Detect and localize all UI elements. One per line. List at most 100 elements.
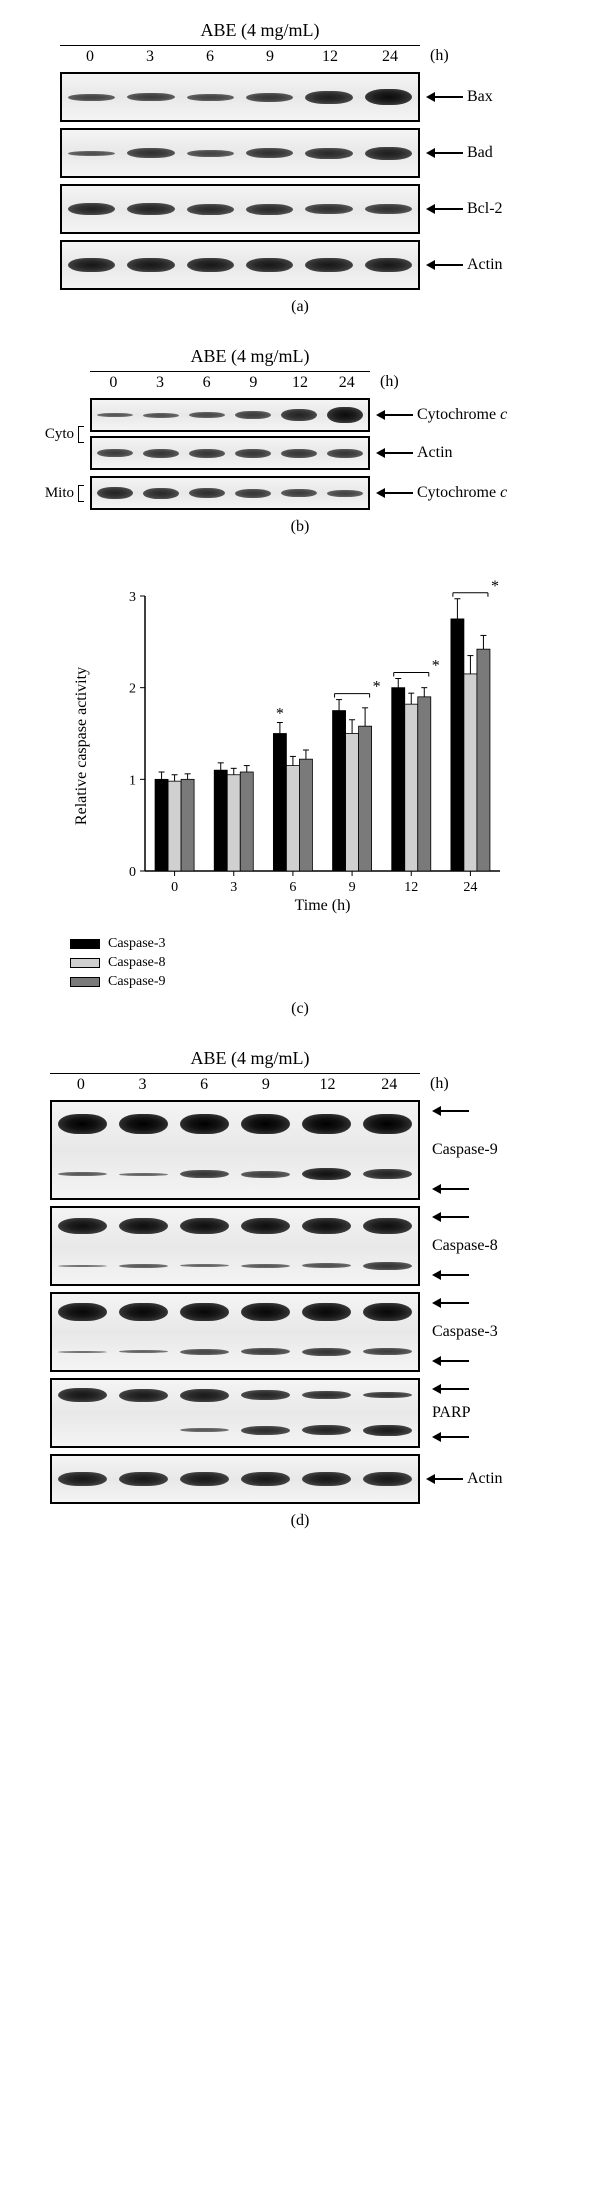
blot-group: Cyto Cytochrome c Actin (10, 398, 590, 470)
lane-timepoint: 12 (300, 46, 360, 66)
panel-c: 012303691224****Time (h)Relative caspase… (10, 566, 590, 1018)
blot-row: Caspase-9 (10, 1100, 590, 1200)
fraction-label: Cyto (45, 426, 74, 443)
arrow-pointer: Bcl-2 (426, 200, 503, 218)
blot-label: Bcl-2 (467, 200, 503, 218)
legend-label: Caspase-3 (108, 936, 166, 952)
lane-timepoint: 0 (60, 46, 120, 66)
lane-timepoint: 6 (173, 1074, 235, 1094)
panel-d: ABE (4 mg/mL)03691224(h)Caspase-9Caspase… (10, 1048, 590, 1530)
panel-b: ABE (4 mg/mL)03691224(h)CytoCytochrome c… (10, 346, 590, 536)
lane-header: 03691224(h) (60, 45, 590, 66)
blot-row: Caspase-3 (10, 1292, 590, 1372)
arrow-pointer: Bax (426, 88, 493, 106)
legend-label: Caspase-8 (108, 955, 166, 971)
lane-timepoint: 6 (183, 372, 230, 392)
legend-label: Caspase-9 (108, 974, 166, 990)
lane-timepoint: 24 (360, 46, 420, 66)
blot-label: Caspase-8 (432, 1237, 498, 1255)
lane-timepoint: 24 (358, 1074, 420, 1094)
arrow-pointer: Actin (426, 256, 503, 274)
lane-timepoint: 6 (180, 46, 240, 66)
blot-box (50, 1100, 420, 1200)
arrow-pointer (432, 1432, 469, 1442)
svg-text:24: 24 (463, 880, 477, 895)
lane-header: 03691224(h) (90, 371, 590, 392)
time-unit: (h) (430, 1075, 449, 1093)
blot-row: Bax (10, 72, 590, 122)
blot-row: Cytochrome c (90, 398, 507, 432)
arrow-pointer: Cytochrome c (376, 406, 507, 424)
arrow-pointer: Actin (376, 444, 453, 462)
blot-label: Actin (467, 256, 503, 274)
arrow-pointer (432, 1106, 469, 1116)
arrow-pointer: Actin (426, 1470, 503, 1488)
svg-text:*: * (432, 658, 440, 675)
blot-box (60, 240, 420, 290)
arrow-pointer (432, 1298, 469, 1308)
treatment-title: ABE (4 mg/mL) (0, 20, 590, 41)
fraction-label: Mito (45, 485, 74, 502)
blot-label: Bad (467, 144, 493, 162)
svg-text:*: * (276, 706, 284, 723)
arrow-pointer (432, 1270, 469, 1280)
lane-timepoint: 12 (277, 372, 324, 392)
time-unit: (h) (380, 373, 399, 391)
blot-label: Bax (467, 88, 493, 106)
lane-timepoint: 24 (323, 372, 370, 392)
lane-timepoint: 0 (90, 372, 137, 392)
svg-text:9: 9 (349, 880, 356, 895)
blot-box (50, 1378, 420, 1448)
legend-item: Caspase-9 (70, 974, 590, 990)
svg-text:*: * (491, 578, 499, 595)
blot-box (50, 1292, 420, 1372)
svg-text:12: 12 (404, 880, 418, 895)
svg-text:Time (h): Time (h) (295, 897, 351, 914)
svg-text:0: 0 (129, 865, 136, 880)
svg-text:2: 2 (129, 682, 136, 697)
blot-row: Caspase-8 (10, 1206, 590, 1286)
blot-label: Cytochrome c (417, 484, 507, 502)
lane-timepoint: 3 (120, 46, 180, 66)
blot-box (60, 184, 420, 234)
blot-label: Actin (417, 444, 453, 462)
arrow-pointer (432, 1356, 469, 1366)
blot-label: Caspase-3 (432, 1323, 498, 1341)
blot-box (90, 476, 370, 510)
blot-row: Actin (10, 1454, 590, 1504)
svg-text:0: 0 (171, 880, 178, 895)
panel-label: (d) (10, 1512, 590, 1530)
svg-text:6: 6 (289, 880, 296, 895)
arrow-pointer: Cytochrome c (376, 484, 507, 502)
blot-box (60, 128, 420, 178)
treatment-title: ABE (4 mg/mL) (0, 346, 590, 367)
panel-label: (b) (10, 518, 590, 536)
blot-label: Cytochrome c (417, 406, 507, 424)
legend-swatch (70, 958, 100, 968)
blot-label: Actin (467, 1470, 503, 1488)
lane-timepoint: 3 (112, 1074, 174, 1094)
blot-box (90, 398, 370, 432)
blot-row: Bcl-2 (10, 184, 590, 234)
legend-swatch (70, 939, 100, 949)
svg-text:3: 3 (129, 590, 136, 605)
lane-timepoint: 0 (50, 1074, 112, 1094)
lane-timepoint: 12 (297, 1074, 359, 1094)
blot-row: PARP (10, 1378, 590, 1448)
blot-box (90, 436, 370, 470)
panel-label: (a) (10, 298, 590, 316)
panel-a: ABE (4 mg/mL)03691224(h)BaxBadBcl-2Actin… (10, 20, 590, 316)
blot-box (50, 1206, 420, 1286)
lane-timepoint: 9 (240, 46, 300, 66)
blot-box (60, 72, 420, 122)
arrow-pointer: Bad (426, 144, 493, 162)
blot-row: Bad (10, 128, 590, 178)
blot-row: Actin (90, 436, 507, 470)
blot-row: Actin (10, 240, 590, 290)
svg-text:1: 1 (129, 773, 136, 788)
lane-header: 03691224(h) (50, 1073, 590, 1094)
svg-text:*: * (373, 679, 381, 696)
chart-legend: Caspase-3 Caspase-8 Caspase-9 (70, 936, 590, 990)
lane-timepoint: 3 (137, 372, 184, 392)
caspase-bar-chart: 012303691224****Time (h) (90, 566, 510, 926)
